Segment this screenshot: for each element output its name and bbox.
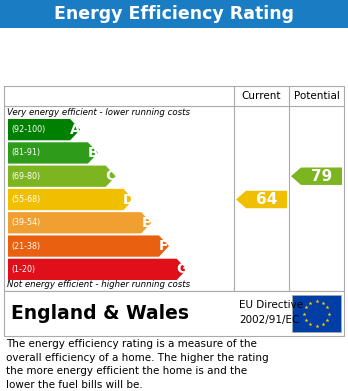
Text: B: B [88,146,98,160]
Text: (39-54): (39-54) [11,218,40,227]
Bar [292,295,341,332]
Text: 64: 64 [256,192,277,207]
Text: Not energy efficient - higher running costs: Not energy efficient - higher running co… [7,280,190,289]
Text: (81-91): (81-91) [11,149,40,158]
Text: (21-38): (21-38) [11,242,40,251]
Bar [4,86,344,291]
Text: England & Wales: England & Wales [11,304,189,323]
Text: E: E [141,216,151,230]
Polygon shape [8,119,80,140]
Text: G: G [176,262,188,276]
Polygon shape [8,189,133,210]
Text: (92-100): (92-100) [11,125,45,134]
Polygon shape [291,167,342,185]
Text: C: C [105,169,116,183]
Polygon shape [8,142,98,163]
Text: 79: 79 [311,169,332,184]
Text: (55-68): (55-68) [11,195,40,204]
Bar [4,291,344,336]
Text: EU Directive
2002/91/EC: EU Directive 2002/91/EC [239,301,303,325]
Polygon shape [8,235,169,257]
Text: Energy Efficiency Rating: Energy Efficiency Rating [54,5,294,23]
Text: D: D [123,192,134,206]
Text: (69-80): (69-80) [11,172,40,181]
Text: F: F [159,239,169,253]
Text: A: A [70,123,80,136]
Polygon shape [8,212,151,233]
Polygon shape [236,191,287,208]
Bar [0,0,348,28]
Text: The energy efficiency rating is a measure of the
overall efficiency of a home. T: The energy efficiency rating is a measur… [6,339,269,390]
Polygon shape [8,165,116,187]
Text: Potential: Potential [294,91,339,101]
Text: (1-20): (1-20) [11,265,35,274]
Polygon shape [8,259,187,280]
Text: Current: Current [242,91,281,101]
Text: Very energy efficient - lower running costs: Very energy efficient - lower running co… [7,108,190,117]
